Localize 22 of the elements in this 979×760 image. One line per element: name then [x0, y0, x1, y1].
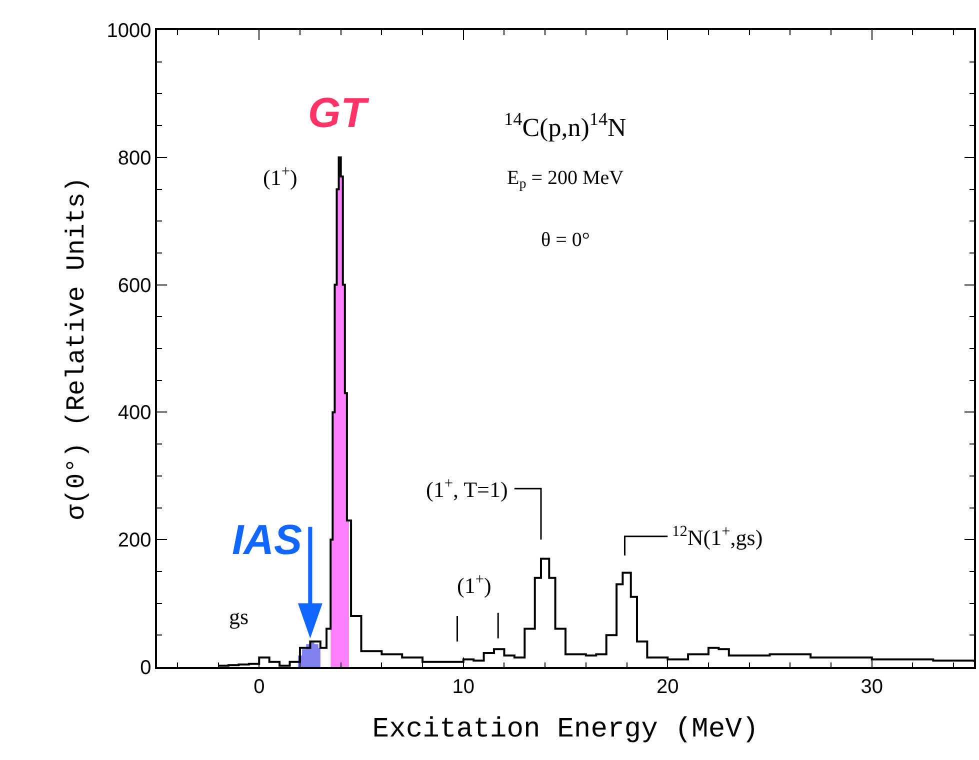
- x-tick-label: 10: [452, 676, 475, 698]
- annotation: gs: [229, 604, 249, 629]
- annotation: $^{14}$C(p,n)$^{14}$N: [504, 109, 627, 142]
- y-tick-label: 800: [118, 147, 152, 170]
- x-tick-label: 30: [860, 676, 884, 698]
- y-tick-label: 400: [118, 402, 152, 424]
- annotation: E$_{p}$ = 200 MeV: [507, 167, 624, 192]
- y-tick-label: 600: [118, 274, 152, 297]
- annotation: (1$^{+}$): [457, 571, 492, 598]
- annotation: IAS: [232, 516, 302, 563]
- x-tick-label: 20: [656, 676, 679, 698]
- x-axis-title: Excitation Energy (MeV): [372, 714, 759, 746]
- y-axis-title: σ(0°) (Relative Units): [62, 176, 92, 520]
- y-tick-label: 0: [140, 657, 152, 679]
- annotation: GT: [308, 89, 370, 136]
- y-tick-label: 200: [118, 530, 152, 552]
- annotation: $^{12}$N(1$^{+}$,gs): [672, 523, 763, 550]
- annotation: θ = 0°: [541, 229, 590, 251]
- annotation: (1$^{+}$, T=1): [426, 475, 508, 502]
- annotation: (1$^{+}$): [263, 163, 298, 190]
- y-tick-label: 1000: [106, 20, 152, 42]
- x-tick-label: 0: [254, 676, 265, 698]
